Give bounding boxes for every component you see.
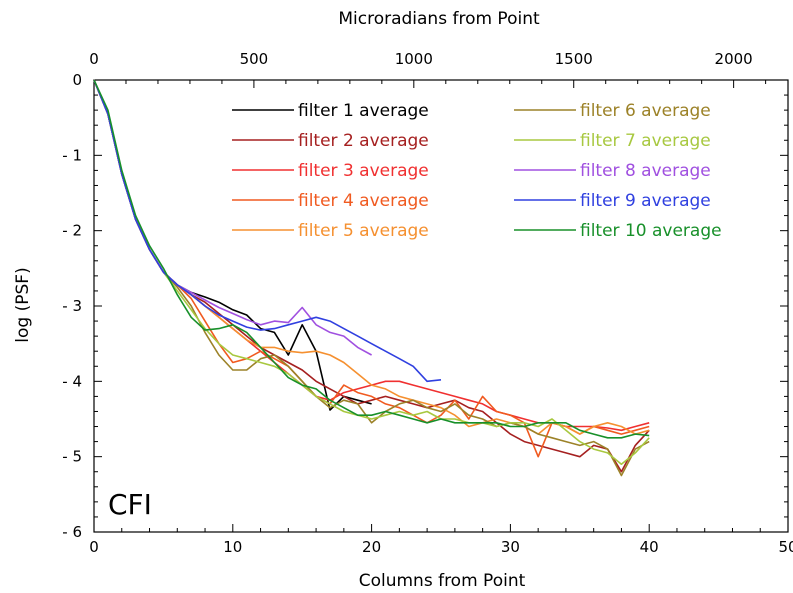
series-line-filter-9 bbox=[93, 79, 442, 383]
chart-annotation: CFI bbox=[108, 488, 152, 521]
y-tick-label: - 4 bbox=[62, 372, 82, 390]
y-tick-label: - 3 bbox=[62, 297, 82, 315]
y-tick-label: - 2 bbox=[62, 222, 82, 240]
top-tick-label: 0 bbox=[89, 50, 99, 68]
legend-entry: filter 6 average bbox=[580, 101, 711, 121]
legend-entry: filter 10 average bbox=[580, 221, 722, 241]
x-tick-label: 20 bbox=[362, 538, 381, 556]
x-tick-label: 10 bbox=[223, 538, 242, 556]
series-line-filter-10 bbox=[93, 79, 650, 439]
top-tick-label: 1500 bbox=[555, 50, 593, 68]
legend-entry: filter 8 average bbox=[580, 161, 711, 181]
top-tick-label: 500 bbox=[240, 50, 269, 68]
top-axis-label: Microradians from Point bbox=[338, 9, 540, 29]
legend-entry: filter 5 average bbox=[298, 221, 429, 241]
legend: filter 1 average filter 2 average filter 3… bbox=[232, 101, 722, 241]
series-group bbox=[93, 79, 650, 477]
x-tick-label: 50 bbox=[778, 538, 793, 556]
legend-entry: filter 3 average bbox=[298, 161, 429, 181]
x-tick-label: 0 bbox=[89, 538, 99, 556]
x-tick-label: 30 bbox=[501, 538, 520, 556]
legend-entry: filter 4 average bbox=[298, 191, 429, 211]
legend-entry: filter 2 average bbox=[298, 131, 429, 151]
top-tick-label: 2000 bbox=[715, 50, 753, 68]
series-line-filter-1 bbox=[93, 79, 372, 411]
series-line-filter-6 bbox=[93, 79, 650, 477]
legend-entry: filter 1 average bbox=[298, 101, 429, 121]
x-axis-label: Columns from Point bbox=[359, 571, 526, 591]
y-tick-label: - 6 bbox=[62, 523, 82, 541]
y-tick-label: - 1 bbox=[62, 146, 82, 164]
y-tick-label: 0 bbox=[72, 71, 82, 89]
x-tick-label: 40 bbox=[640, 538, 659, 556]
y-axis-label: log (PSF) bbox=[13, 267, 33, 342]
y-tick-label: - 5 bbox=[62, 448, 82, 466]
top-tick-label: 1000 bbox=[395, 50, 433, 68]
legend-entry: filter 7 average bbox=[580, 131, 711, 151]
legend-entry: filter 9 average bbox=[580, 191, 711, 211]
